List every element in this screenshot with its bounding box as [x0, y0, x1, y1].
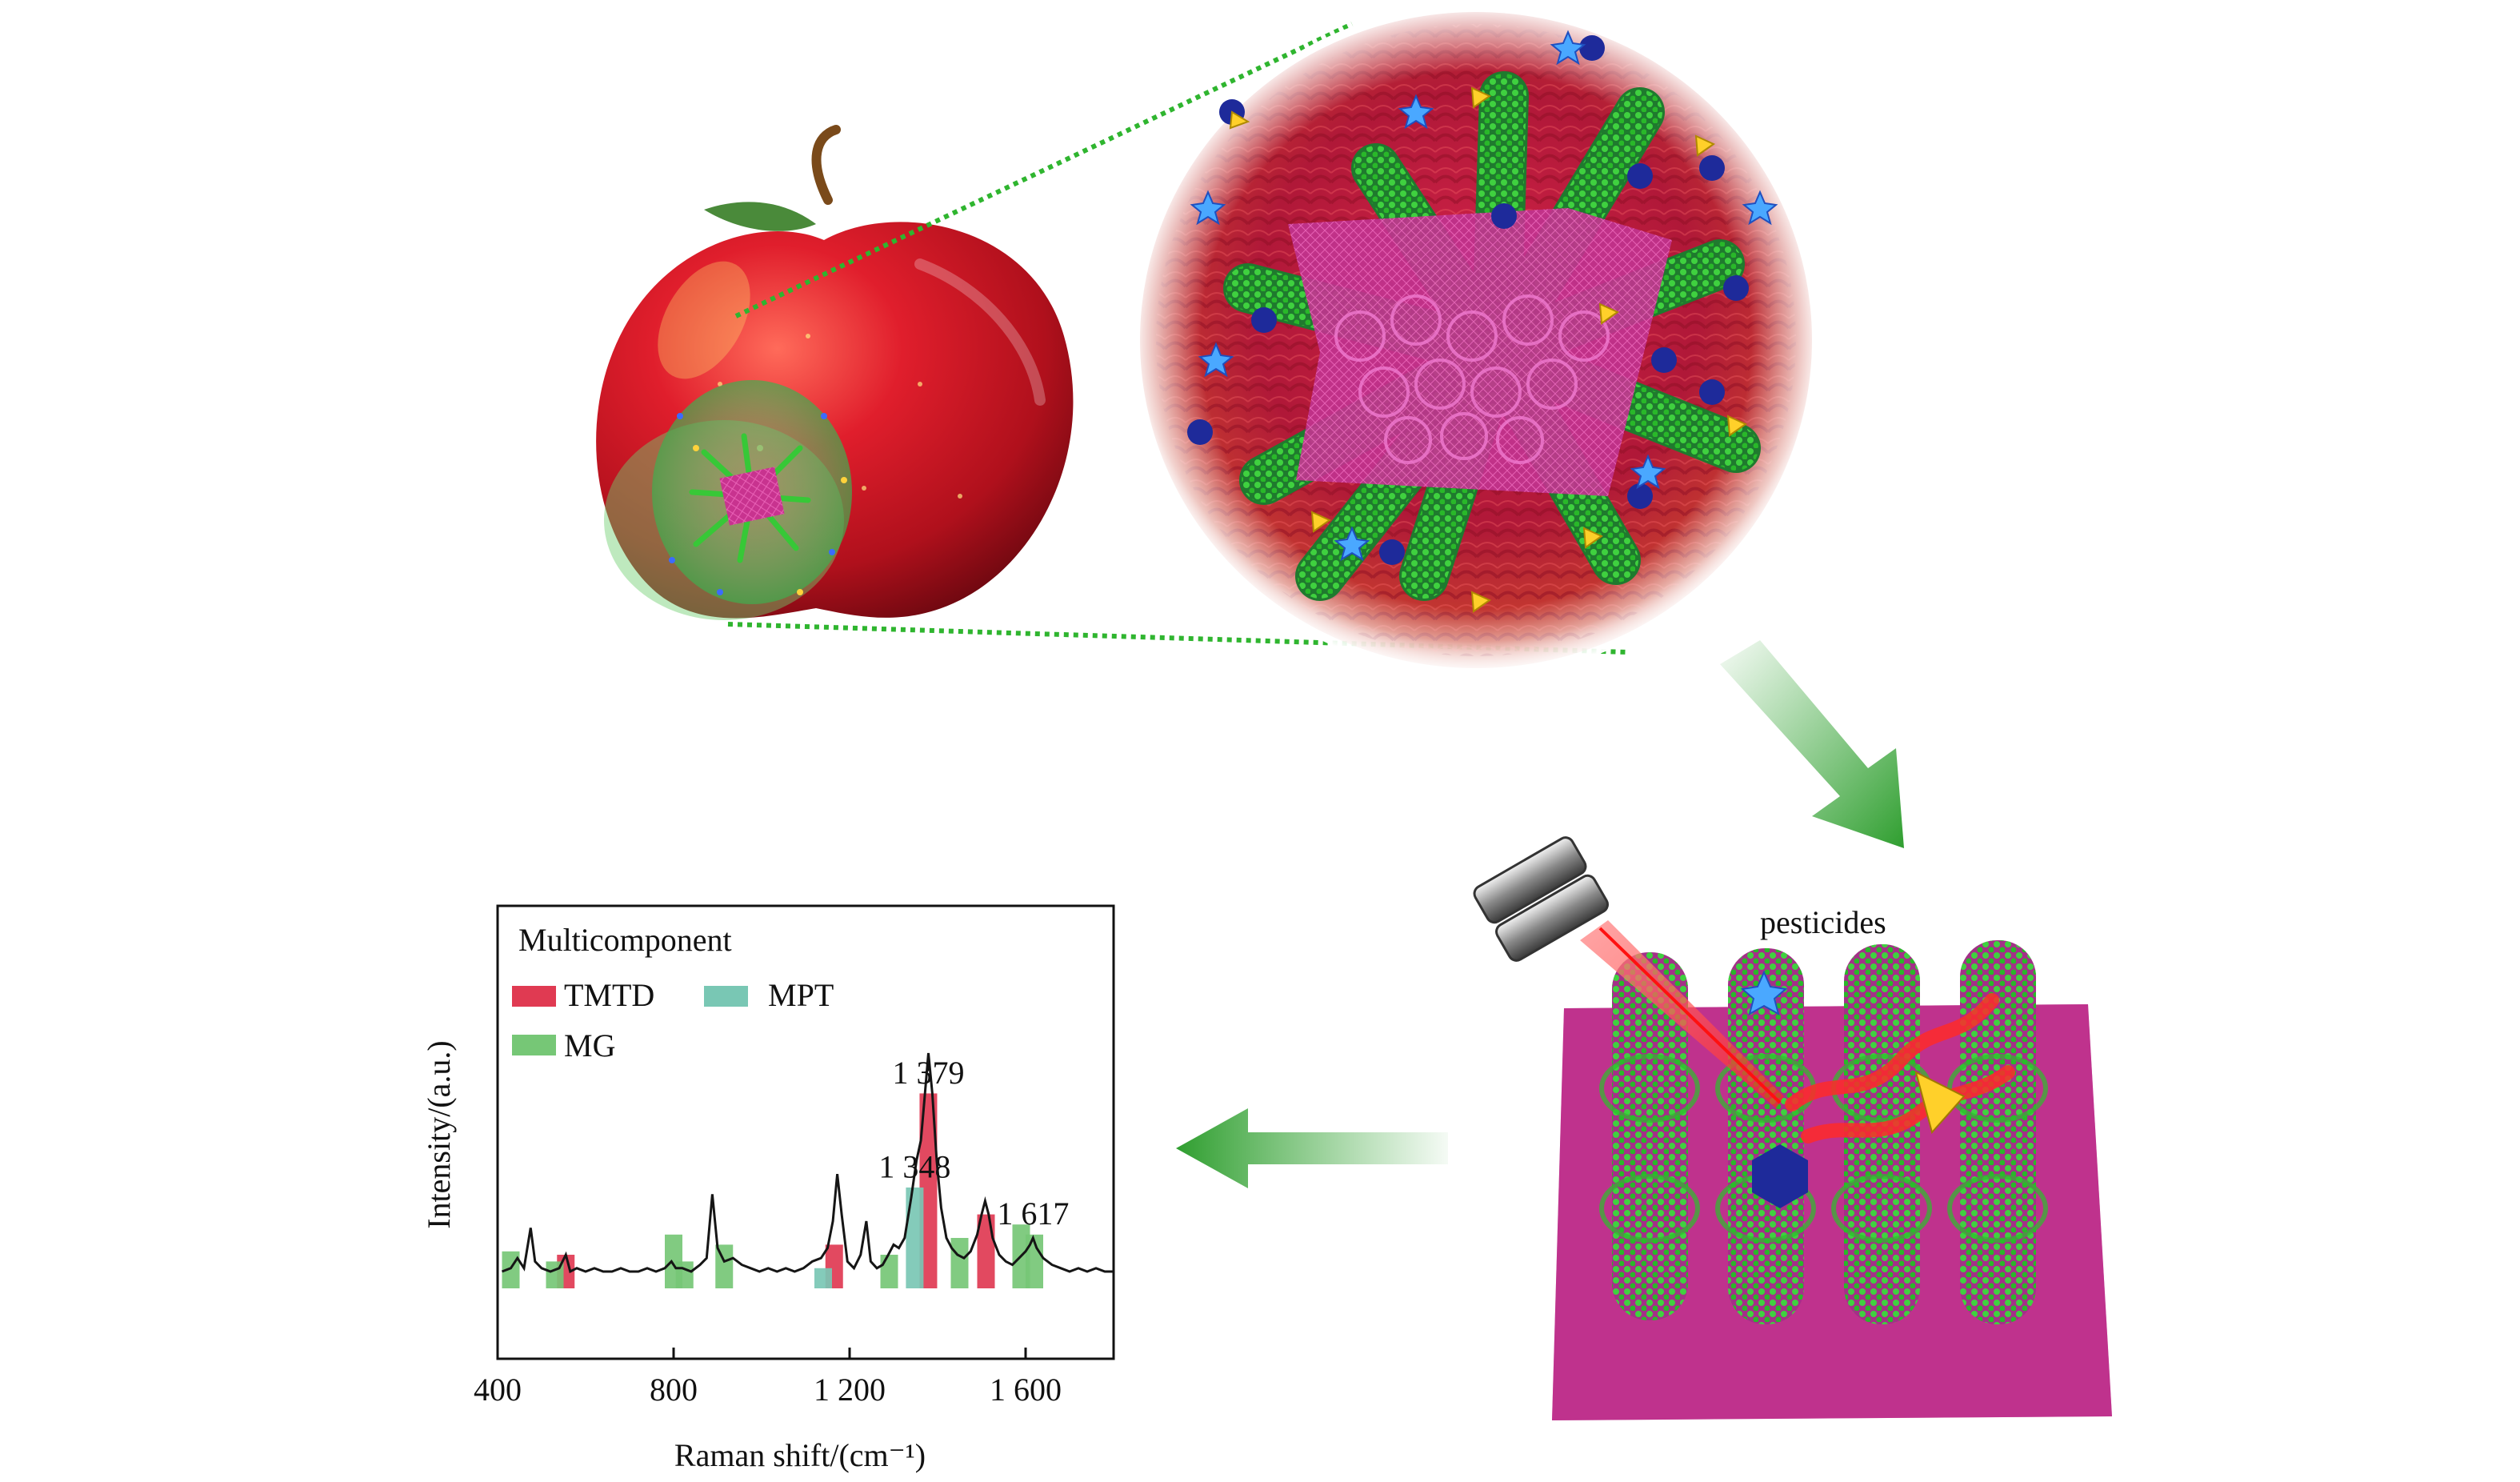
annotation-layer: 1 348 1 379 1 617 [878, 1055, 1069, 1232]
molecule-markers [1187, 30, 1778, 613]
legend-label-mg: MG [564, 1027, 615, 1063]
substrate-sheet [1288, 208, 1672, 496]
pesticide-dots [669, 413, 847, 595]
nanostructure-miniature [689, 433, 811, 563]
x-tick-label-3: 1 600 [990, 1372, 1062, 1408]
band-layer [502, 1093, 1043, 1288]
legend-swatch-mg [512, 1035, 556, 1055]
sampling-spot [604, 380, 852, 620]
legend-title: Multicomponent [518, 922, 732, 958]
band-mg-5 [880, 1255, 898, 1288]
legend-swatch-mpt [704, 986, 748, 1007]
laser-beam [1580, 920, 1784, 1108]
band-mg-8 [1026, 1234, 1043, 1288]
peak-annotation-1: 1 379 [892, 1055, 964, 1091]
chart-frame [496, 904, 1115, 1360]
spectrum-line [501, 1052, 1114, 1274]
legend-label-tmtd: TMTD [564, 977, 654, 1013]
target-molecules [1740, 970, 1966, 1208]
y-axis-label: Intensity/(a.u.) [421, 1040, 457, 1229]
scattered-light [1785, 993, 2015, 1144]
peak-annotation-0: 1 348 [878, 1148, 950, 1184]
nanopillar-array [1599, 940, 2048, 1324]
band-mpt-0 [814, 1268, 832, 1288]
band-tmtd-3 [977, 1214, 995, 1288]
x-tick-label-0: 400 [474, 1372, 522, 1408]
sers-substrate: pesticides [1473, 836, 2112, 1420]
band-tmtd-2 [919, 1093, 938, 1288]
x-tick-label-1: 800 [650, 1372, 698, 1408]
x-tick-label-2: 1 200 [814, 1372, 886, 1408]
raman-spectrum-chart: 1 348 1 379 1 617 400 800 1 200 1 600 Multico… [421, 904, 1115, 1473]
magnified-view [1132, 4, 1820, 676]
peak-annotation-2: 1 617 [997, 1196, 1069, 1232]
legend-swatch-tmtd [512, 986, 556, 1007]
laser-objective [1473, 836, 1609, 962]
band-mg-6 [950, 1238, 969, 1288]
band-mpt-1 [906, 1188, 924, 1288]
band-mg-4 [715, 1244, 734, 1288]
pesticides-label: pesticides [1760, 904, 1886, 940]
arrow-down-right [1720, 640, 1904, 848]
x-axis-label: Raman shift/(cm⁻¹) [674, 1437, 926, 1473]
legend-label-mpt: MPT [768, 977, 834, 1013]
star-molecules [1190, 30, 1778, 562]
x-axis-ticks: 400 800 1 200 1 600 [474, 1348, 1062, 1408]
arrow-left [1176, 1108, 1448, 1188]
band-mg-3 [675, 1261, 694, 1288]
legend: Multicomponent TMTD MPT MG [512, 922, 834, 1063]
